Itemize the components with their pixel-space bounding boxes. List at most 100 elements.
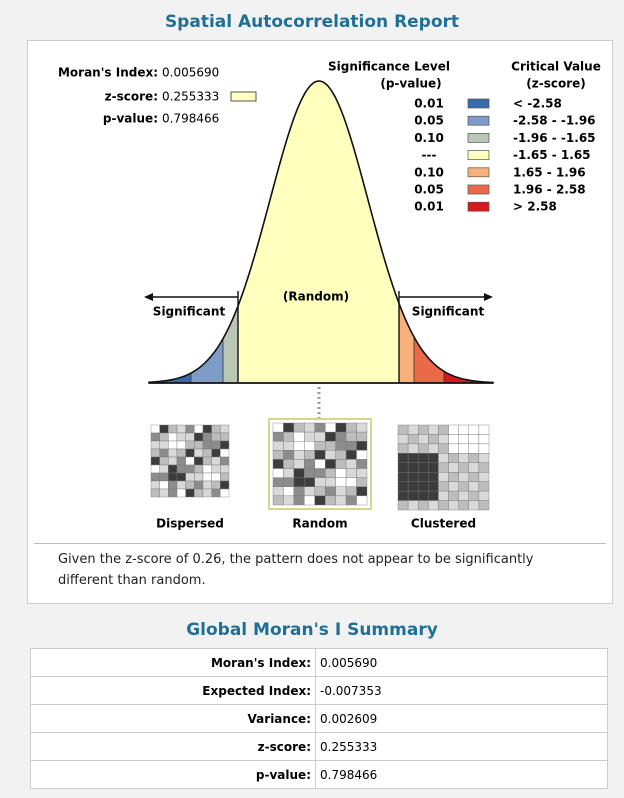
map-cell [220, 464, 230, 474]
map-cell [428, 490, 439, 501]
legend-swatch [467, 115, 490, 126]
map-cell [211, 472, 221, 482]
stat-label: p-value: [103, 112, 158, 126]
map-cell [407, 443, 419, 454]
map-cell [220, 488, 230, 498]
legend-z: 1.96 - 2.58 [513, 183, 586, 197]
stat-value: 0.005690 [162, 66, 219, 80]
map-cell [293, 486, 305, 497]
legend-swatch [467, 201, 490, 212]
map-label: Random [292, 517, 347, 531]
map-cell [185, 480, 195, 490]
legend-p: 0.01 [414, 200, 444, 214]
map-cell [458, 481, 469, 492]
map-cell [314, 441, 326, 451]
map-cell [314, 477, 326, 487]
map-cell [397, 490, 409, 501]
map-cell [356, 450, 368, 460]
curve-label: Significant [153, 305, 226, 319]
map-cell [150, 488, 160, 498]
map-cell [304, 450, 315, 460]
map-cell [468, 472, 480, 482]
map-cell [428, 443, 439, 454]
legend-z: 1.65 - 1.96 [513, 165, 586, 179]
summary-label: Expected Index: [30, 676, 316, 705]
map-cell [150, 464, 160, 474]
map-cell [272, 441, 284, 451]
map-cell [335, 486, 347, 497]
map-cell [448, 472, 459, 482]
map-cell [397, 481, 409, 492]
map-cell [478, 481, 490, 492]
map-cell [335, 495, 347, 506]
map-cell [478, 490, 490, 501]
map-cell [335, 422, 347, 433]
map-cell [159, 440, 169, 450]
map-cell [314, 486, 326, 497]
map-cell [194, 472, 204, 482]
map-cell [293, 459, 305, 469]
legend-header: (z-score) [526, 77, 586, 91]
map-cell [159, 424, 169, 434]
map-cell [418, 500, 429, 511]
map-cell [283, 477, 295, 487]
legend-swatch [467, 98, 490, 109]
map-cell [345, 459, 357, 469]
map-cell [314, 495, 326, 506]
map-cell [478, 472, 490, 482]
map-cell [397, 453, 409, 463]
legend-p: 0.10 [414, 165, 444, 179]
map-cell [211, 456, 221, 466]
map-cell [176, 472, 186, 482]
map-cell [325, 486, 336, 497]
map-cell [168, 456, 178, 466]
map-cell [438, 500, 449, 511]
summary-value: 0.005690 [315, 648, 608, 677]
map-cell [325, 450, 336, 460]
map-cell [211, 424, 221, 434]
map-cell [176, 456, 186, 466]
map-cell [418, 443, 429, 454]
map-cell [304, 477, 315, 487]
map-cell [407, 500, 419, 511]
map-cell [356, 486, 368, 497]
map-cell [438, 424, 449, 435]
stat-label: Moran's Index: [58, 66, 158, 80]
map-label: Dispersed [156, 517, 224, 531]
map-cell [168, 488, 178, 498]
map-cell [304, 422, 315, 433]
map-cell [159, 488, 169, 498]
map-cell [448, 443, 459, 454]
map-cell [448, 490, 459, 501]
map-cell [220, 480, 230, 490]
map-cell [345, 422, 357, 433]
map-cell [438, 472, 449, 482]
map-cell [397, 462, 409, 473]
map-cell [211, 480, 221, 490]
map-cell [418, 453, 429, 463]
map-cell [468, 481, 480, 492]
map-cell [272, 486, 284, 497]
map-cell [335, 431, 347, 442]
map-cell [202, 488, 212, 498]
map-label: Clustered [411, 517, 476, 531]
summary-row: Moran's Index: 0.005690 [30, 648, 608, 677]
map-cell [438, 462, 449, 473]
map-cell [194, 480, 204, 490]
summary-table: Moran's Index: 0.005690 Expected Index: -0.… [30, 648, 608, 789]
map-cell [428, 424, 439, 435]
map-cell [168, 464, 178, 474]
map-cell [220, 448, 230, 458]
map-cell [407, 453, 419, 463]
map-cell [150, 456, 160, 466]
map-cell [194, 432, 204, 442]
map-cell [202, 432, 212, 442]
summary-label: Moran's Index: [30, 648, 316, 677]
legend-header: (p-value) [380, 77, 441, 91]
map-cell [185, 464, 195, 474]
curve-label: (Random) [283, 290, 349, 304]
map-cell [345, 468, 357, 478]
map-cell [448, 434, 459, 445]
map-cell [304, 431, 315, 442]
